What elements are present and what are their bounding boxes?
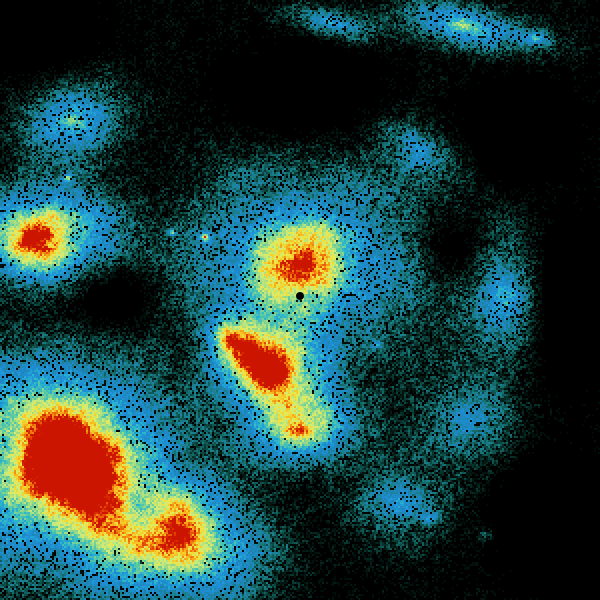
intensity-map-viewport: False-colour radio intensity map — [0, 0, 600, 600]
intensity-heatmap-canvas — [0, 0, 600, 600]
